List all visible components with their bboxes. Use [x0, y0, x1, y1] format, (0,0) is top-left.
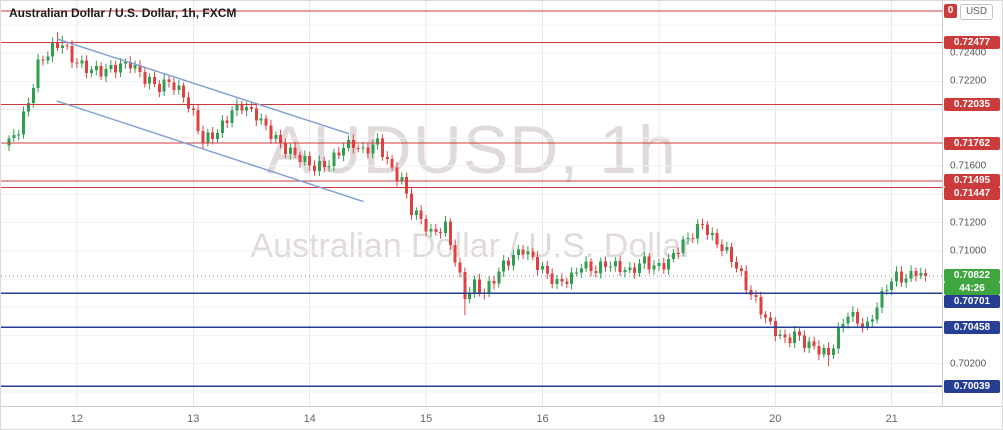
price-tick-label: 0.70200 [950, 358, 987, 370]
symbol-title[interactable]: Australian Dollar / U.S. Dollar, 1h, FXC… [9, 6, 237, 20]
level-price-label: 0.71762 [944, 136, 1000, 150]
time-axis-label: 12 [70, 413, 84, 425]
price-axis[interactable]: 0 USD 0.72400 0.72200 0.71600 0.71200 0.7100… [942, 1, 1002, 406]
time-axis-label: 19 [652, 413, 666, 425]
price-tick-label: 0.71600 [950, 160, 987, 172]
currency-unit-button[interactable]: USD [960, 4, 993, 20]
chart-watermark-symbol: AUDUSD, 1h [266, 112, 677, 188]
price-tick-label: 0.71200 [950, 217, 987, 229]
time-axis-label: 14 [303, 413, 316, 425]
chart-canvas[interactable] [1, 1, 942, 406]
level-price-label: 0.71447 [944, 187, 1000, 201]
time-axis-label: 16 [536, 413, 549, 425]
price-tick-label: 0.72200 [950, 75, 987, 87]
time-axis[interactable]: 12 13 14 15 16 19 20 21 [1, 406, 1002, 429]
level-price-label: 0.70039 [944, 379, 1000, 393]
level-price-label: 0.70701 [944, 295, 1000, 309]
time-axis-label: 13 [187, 413, 200, 425]
price-tick-label: 0.72400 [950, 47, 987, 59]
time-axis-label: 21 [885, 413, 898, 425]
time-axis-label: 15 [419, 413, 433, 425]
level-price-label: 0.72035 [944, 98, 1000, 112]
price-tick-label: 0.71000 [950, 245, 987, 257]
chart-watermark-name: Australian Dollar / U.S. Dollar [250, 227, 693, 265]
level-price-label: 0.70458 [944, 320, 1000, 334]
last-price-label: 0.70822 [944, 269, 1000, 283]
level-price-label: 0.72477 [944, 35, 1000, 49]
chart-plot-area[interactable] [1, 1, 942, 406]
clipped-price-label: 0 [944, 4, 957, 18]
time-axis-label: 20 [769, 413, 782, 425]
bar-countdown-label: 44:26 [944, 282, 1000, 296]
level-price-label: 0.71495 [944, 174, 1000, 188]
